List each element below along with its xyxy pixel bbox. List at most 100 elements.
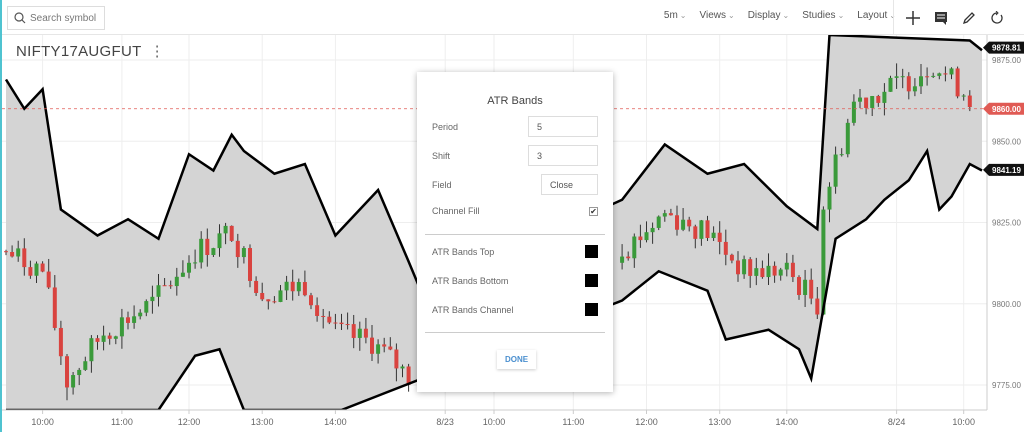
- candle-body: [168, 285, 173, 287]
- candle-body: [339, 322, 344, 325]
- candle-body: [784, 262, 789, 270]
- candle-body: [241, 248, 246, 258]
- candle-body: [302, 282, 307, 296]
- candle-body: [296, 282, 301, 292]
- menu-studies[interactable]: Studies ⌄: [802, 10, 844, 21]
- candle-body: [46, 271, 51, 288]
- candle-body: [333, 322, 338, 324]
- candle-body: [961, 95, 966, 97]
- pencil-icon[interactable]: [962, 11, 976, 25]
- candle-body: [668, 213, 673, 216]
- candle-body: [278, 290, 283, 302]
- done-button[interactable]: DONE: [497, 350, 536, 369]
- candle-body: [772, 265, 777, 276]
- candle-body: [260, 292, 265, 300]
- channel-fill-checkbox[interactable]: ✔: [589, 206, 598, 216]
- candle-body: [876, 96, 881, 103]
- candle-body: [370, 337, 374, 354]
- chevron-down-icon: ⌄: [679, 11, 687, 20]
- crosshair-icon[interactable]: [906, 10, 920, 25]
- field-select[interactable]: Close: [541, 174, 598, 195]
- candle-body: [790, 262, 795, 278]
- candle-body: [754, 268, 759, 276]
- candle-body: [174, 276, 179, 287]
- candle-body: [394, 349, 399, 369]
- candle-body: [839, 154, 844, 156]
- candle-body: [156, 285, 161, 297]
- menu-label: Studies: [802, 10, 836, 21]
- x-tick-label: 10:00: [483, 417, 506, 427]
- menu-interval[interactable]: 5m ⌄: [664, 10, 687, 21]
- candle-body: [650, 227, 655, 233]
- channel-color-swatch[interactable]: [585, 303, 598, 316]
- candle-body: [327, 316, 332, 323]
- candle-body: [406, 366, 411, 385]
- candle-body: [113, 336, 118, 339]
- candle-body: [351, 324, 356, 338]
- candle-body: [363, 328, 368, 338]
- candle-body: [400, 366, 405, 369]
- shift-label: Shift: [432, 150, 451, 161]
- candle-body: [22, 248, 27, 268]
- period-input[interactable]: 5: [528, 116, 598, 137]
- candle-body: [388, 346, 393, 350]
- candle-body: [778, 269, 783, 276]
- candle-body: [955, 68, 960, 97]
- x-tick-label: 8/24: [888, 417, 906, 427]
- candle-body: [870, 96, 875, 108]
- candle-body: [309, 295, 313, 306]
- candle-body: [675, 215, 679, 230]
- candle-body: [345, 324, 350, 326]
- candle-body: [687, 219, 692, 227]
- x-tick-label: 13:00: [708, 417, 731, 427]
- candle-body: [644, 232, 649, 241]
- search-input[interactable]: Search symbol: [7, 6, 105, 30]
- menu-layout[interactable]: Layout ⌄: [857, 10, 896, 21]
- x-tick-label: 13:00: [251, 417, 274, 427]
- menu-label: Views: [699, 10, 727, 21]
- search-icon: [14, 12, 26, 24]
- candle-body: [217, 233, 222, 249]
- candle-body: [626, 256, 631, 259]
- candle-body: [620, 256, 625, 263]
- candle-body: [132, 316, 137, 323]
- top-color-swatch[interactable]: [585, 245, 598, 258]
- chevron-down-icon: ⌄: [837, 11, 845, 20]
- candle-body: [851, 101, 856, 123]
- candle-body: [229, 225, 234, 241]
- candle-body: [656, 216, 661, 228]
- bottom-color-label: ATR Bands Bottom: [432, 275, 509, 286]
- candle-body: [162, 285, 167, 287]
- candle-body: [717, 232, 722, 242]
- last-price-tag-bg: [983, 102, 1024, 115]
- candle-body: [58, 327, 63, 357]
- bottom-color-swatch[interactable]: [585, 274, 598, 287]
- x-tick-label: 11:00: [111, 417, 133, 427]
- candle-body: [83, 361, 88, 370]
- candle-body: [71, 375, 76, 388]
- candle-body: [906, 76, 911, 92]
- comment-icon[interactable]: [934, 11, 948, 25]
- candle-body: [681, 219, 686, 230]
- last-price-tag: 9860.00: [992, 105, 1021, 114]
- more-options-icon[interactable]: ⋮: [149, 43, 165, 60]
- candle-body: [931, 75, 936, 77]
- candle-body: [180, 272, 185, 277]
- reset-icon[interactable]: [990, 10, 1004, 25]
- divider: [425, 234, 605, 235]
- candle-body: [34, 263, 39, 276]
- candle-body: [632, 236, 637, 259]
- atr-band-top: [4, 35, 983, 293]
- candle-body: [797, 277, 801, 295]
- candle-body: [248, 248, 252, 281]
- candle-body: [937, 73, 942, 76]
- low-price-tag-bg: [983, 163, 1024, 176]
- x-tick-label: 11:00: [562, 417, 584, 427]
- candle-body: [900, 76, 905, 78]
- menu-display[interactable]: Display ⌄: [748, 10, 790, 21]
- low-price-tag: 9841.19: [992, 166, 1021, 175]
- shift-input[interactable]: 3: [528, 145, 598, 166]
- y-tick-label: 9800.00: [992, 300, 1021, 309]
- menu-views[interactable]: Views ⌄: [700, 10, 735, 21]
- candle-body: [888, 77, 893, 92]
